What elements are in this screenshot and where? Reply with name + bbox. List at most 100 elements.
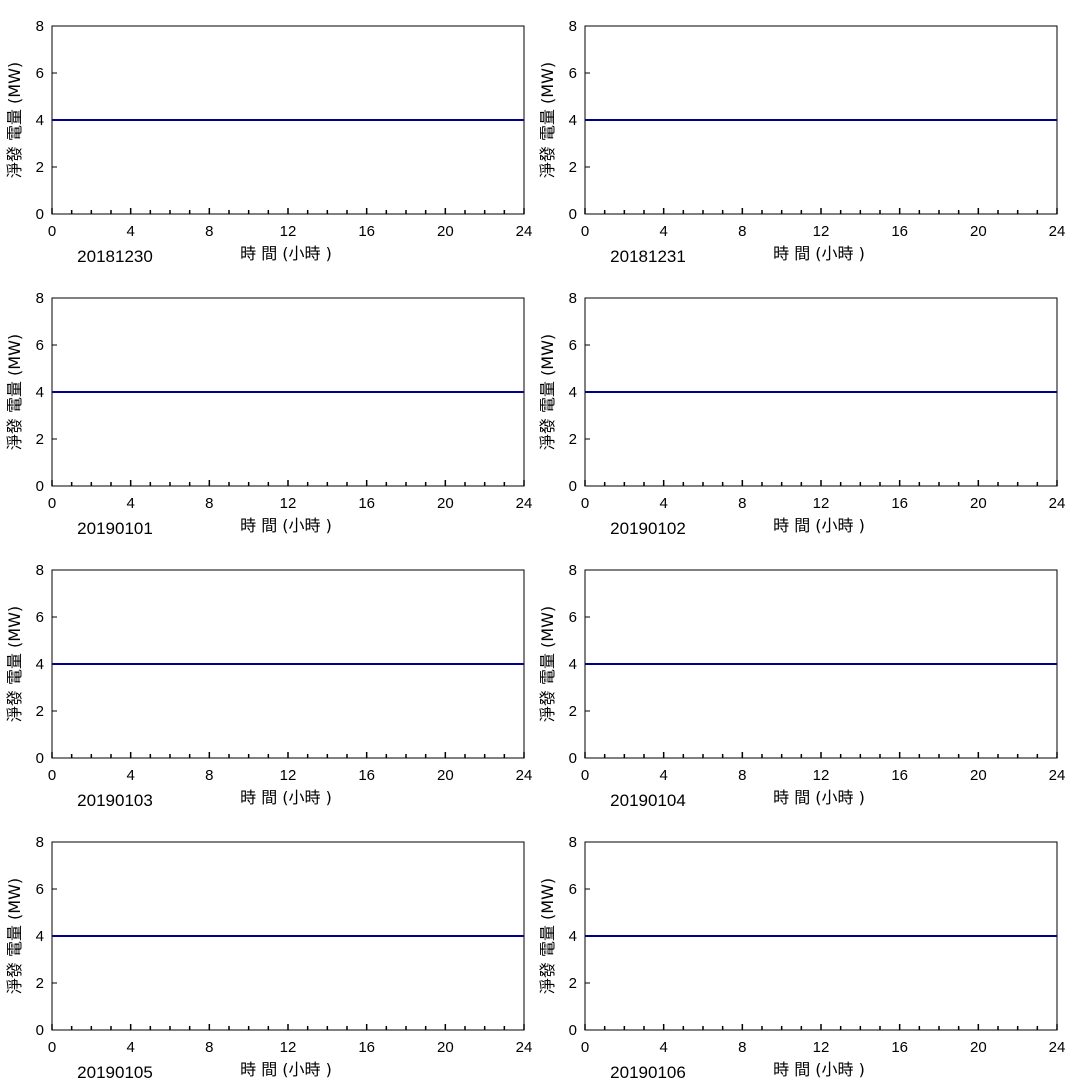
- x-tick-label: 12: [280, 1039, 297, 1056]
- date-label: 20181230: [77, 247, 153, 266]
- x-tick-label: 20: [437, 223, 454, 240]
- x-tick-label: 4: [659, 1039, 667, 1056]
- y-axis-title: 淨發 電量 (MW): [538, 878, 557, 994]
- x-axis-title: 時 間 (小時 ): [773, 516, 865, 535]
- y-tick-label: 6: [36, 881, 44, 898]
- y-tick-label: 8: [569, 290, 577, 307]
- x-tick-label: 20: [970, 223, 987, 240]
- x-tick-label: 16: [891, 1039, 908, 1056]
- chart-panel: 0 2 4 6 8 0 4 8 12 16 20 24 淨發 電量 (MW) 時 間 (小時 ) 20190…: [533, 544, 1074, 816]
- y-tick-label: 4: [36, 928, 44, 945]
- x-tick-label: 12: [280, 495, 297, 512]
- y-axis-title: 淨發 電量 (MW): [538, 606, 557, 722]
- x-axis-title: 時 間 (小時 ): [773, 244, 865, 263]
- x-tick-label: 24: [1049, 1039, 1066, 1056]
- x-tick-label: 12: [813, 223, 830, 240]
- x-tick-label: 0: [48, 1039, 56, 1056]
- x-axis-title: 時 間 (小時 ): [240, 788, 332, 807]
- y-tick-label: 4: [36, 656, 44, 673]
- x-tick-label: 24: [1049, 767, 1066, 784]
- x-tick-label: 4: [126, 495, 134, 512]
- date-label: 20190105: [77, 1063, 153, 1082]
- y-tick-label: 0: [36, 206, 44, 223]
- y-tick-label: 8: [569, 562, 577, 579]
- x-tick-label: 8: [205, 1039, 213, 1056]
- y-axis-title: 淨發 電量 (MW): [5, 606, 24, 722]
- chart-panel: 0 2 4 6 8 0 4 8 12 16 20 24 淨發 電量 (MW) 時 間 (小時 ) 20190…: [0, 544, 541, 816]
- y-tick-label: 2: [569, 431, 577, 448]
- x-tick-label: 16: [891, 223, 908, 240]
- chart-panel: 0 2 4 6 8 0 4 8 12 16 20 24 淨發 電量 (MW) 時 間 (小時 ) 20190…: [533, 272, 1074, 544]
- y-tick-label: 6: [569, 881, 577, 898]
- y-tick-label: 2: [36, 159, 44, 176]
- x-tick-label: 4: [126, 767, 134, 784]
- y-tick-label: 2: [36, 703, 44, 720]
- x-tick-label: 20: [970, 495, 987, 512]
- y-tick-label: 4: [569, 656, 577, 673]
- date-label: 20190102: [610, 519, 686, 538]
- x-tick-label: 12: [813, 767, 830, 784]
- y-tick-label: 0: [36, 1022, 44, 1039]
- y-tick-label: 6: [569, 65, 577, 82]
- x-tick-label: 16: [358, 767, 375, 784]
- x-tick-label: 24: [516, 1039, 533, 1056]
- y-tick-label: 4: [36, 384, 44, 401]
- x-tick-label: 8: [205, 223, 213, 240]
- x-tick-label: 12: [280, 223, 297, 240]
- y-tick-label: 4: [569, 112, 577, 129]
- y-tick-label: 6: [569, 609, 577, 626]
- y-tick-label: 2: [569, 159, 577, 176]
- x-tick-label: 8: [738, 223, 746, 240]
- x-tick-label: 24: [1049, 495, 1066, 512]
- y-tick-label: 2: [569, 703, 577, 720]
- x-tick-label: 16: [358, 223, 375, 240]
- y-axis-title: 淨發 電量 (MW): [538, 334, 557, 450]
- chart-panel: 0 2 4 6 8 0 4 8 12 16 20 24 淨發 電量 (MW) 時 間 (小時 ) 20190…: [0, 816, 541, 1088]
- y-tick-label: 2: [36, 431, 44, 448]
- chart-panel: 0 2 4 6 8 0 4 8 12 16 20 24 淨發 電量 (MW) 時 間 (小時 ) 20181…: [0, 0, 541, 272]
- x-tick-label: 16: [891, 767, 908, 784]
- x-tick-label: 20: [970, 767, 987, 784]
- y-tick-label: 6: [36, 337, 44, 354]
- y-tick-label: 4: [36, 112, 44, 129]
- x-tick-label: 4: [659, 495, 667, 512]
- x-tick-label: 0: [581, 495, 589, 512]
- chart-panel: 0 2 4 6 8 0 4 8 12 16 20 24 淨發 電量 (MW) 時 間 (小時 ) 20181…: [533, 0, 1074, 272]
- x-tick-label: 0: [581, 767, 589, 784]
- y-tick-label: 8: [36, 562, 44, 579]
- x-tick-label: 8: [205, 767, 213, 784]
- x-axis-title: 時 間 (小時 ): [240, 1060, 332, 1079]
- y-tick-label: 0: [569, 478, 577, 495]
- x-tick-label: 16: [358, 495, 375, 512]
- x-tick-label: 4: [126, 223, 134, 240]
- x-tick-label: 0: [48, 495, 56, 512]
- x-tick-label: 20: [437, 495, 454, 512]
- y-tick-label: 2: [569, 975, 577, 992]
- x-tick-label: 8: [205, 495, 213, 512]
- x-tick-label: 4: [659, 767, 667, 784]
- x-tick-label: 24: [516, 223, 533, 240]
- date-label: 20190103: [77, 791, 153, 810]
- x-tick-label: 0: [48, 223, 56, 240]
- date-label: 20190101: [77, 519, 153, 538]
- chart-panel: 0 2 4 6 8 0 4 8 12 16 20 24 淨發 電量 (MW) 時 間 (小時 ) 20190…: [0, 272, 541, 544]
- x-axis-title: 時 間 (小時 ): [773, 1060, 865, 1079]
- y-tick-label: 0: [36, 750, 44, 767]
- x-tick-label: 0: [48, 767, 56, 784]
- y-axis-title: 淨發 電量 (MW): [5, 334, 24, 450]
- y-tick-label: 8: [36, 834, 44, 851]
- y-tick-label: 0: [569, 750, 577, 767]
- chart-panel: 0 2 4 6 8 0 4 8 12 16 20 24 淨發 電量 (MW) 時 間 (小時 ) 20190…: [533, 816, 1074, 1088]
- x-tick-label: 8: [738, 1039, 746, 1056]
- x-tick-label: 20: [970, 1039, 987, 1056]
- y-tick-label: 0: [569, 1022, 577, 1039]
- x-axis-title: 時 間 (小時 ): [240, 244, 332, 263]
- x-tick-label: 24: [516, 495, 533, 512]
- date-label: 20190106: [610, 1063, 686, 1082]
